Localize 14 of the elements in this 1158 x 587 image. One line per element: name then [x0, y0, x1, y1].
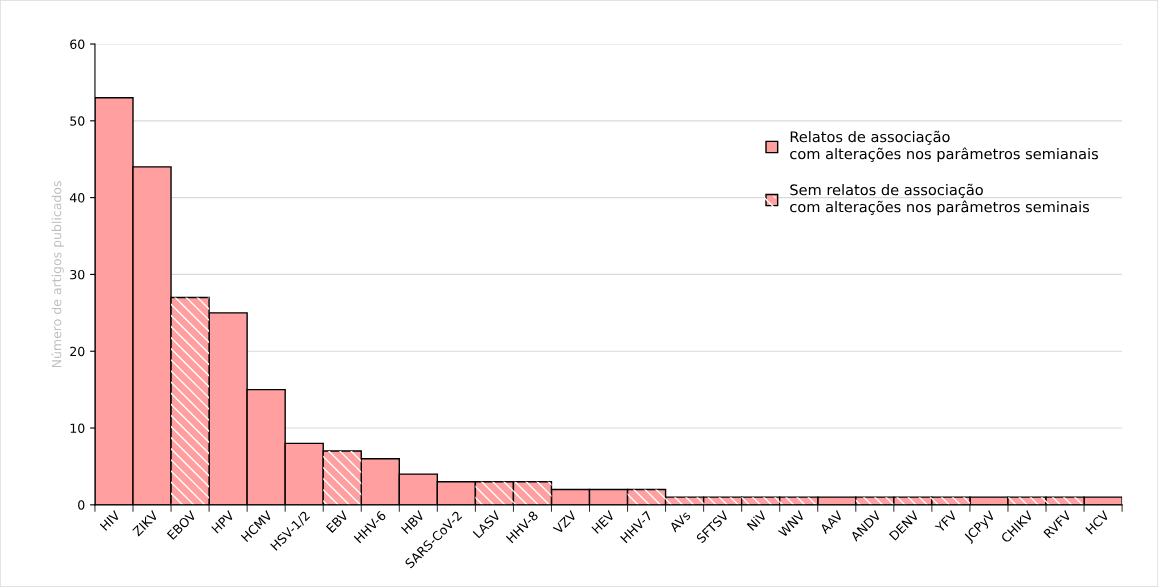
- y-axis-title: Número de artigos publicados: [51, 181, 64, 368]
- y-tick-label: 60: [70, 39, 85, 49]
- x-tick-label: HIV: [99, 510, 121, 531]
- y-tick-label: 20: [70, 346, 85, 357]
- x-tick-label: AVs: [668, 510, 692, 533]
- y-tick-label: 0: [78, 500, 85, 510]
- legend-label: Relatos de associação com alterações nos parâmetros semianais: [790, 130, 1098, 163]
- y-tick-label: 10: [70, 423, 85, 433]
- x-tick-label: YFV: [934, 510, 958, 533]
- y-tick-label: 40: [69, 193, 85, 203]
- x-tick-label: NiV: [746, 509, 768, 531]
- y-tick-label: 50: [70, 116, 85, 126]
- legend-label: Sem relatos de associação com alterações nos parâmetros seminais: [790, 183, 1090, 216]
- y-tick-label: 30: [70, 269, 85, 280]
